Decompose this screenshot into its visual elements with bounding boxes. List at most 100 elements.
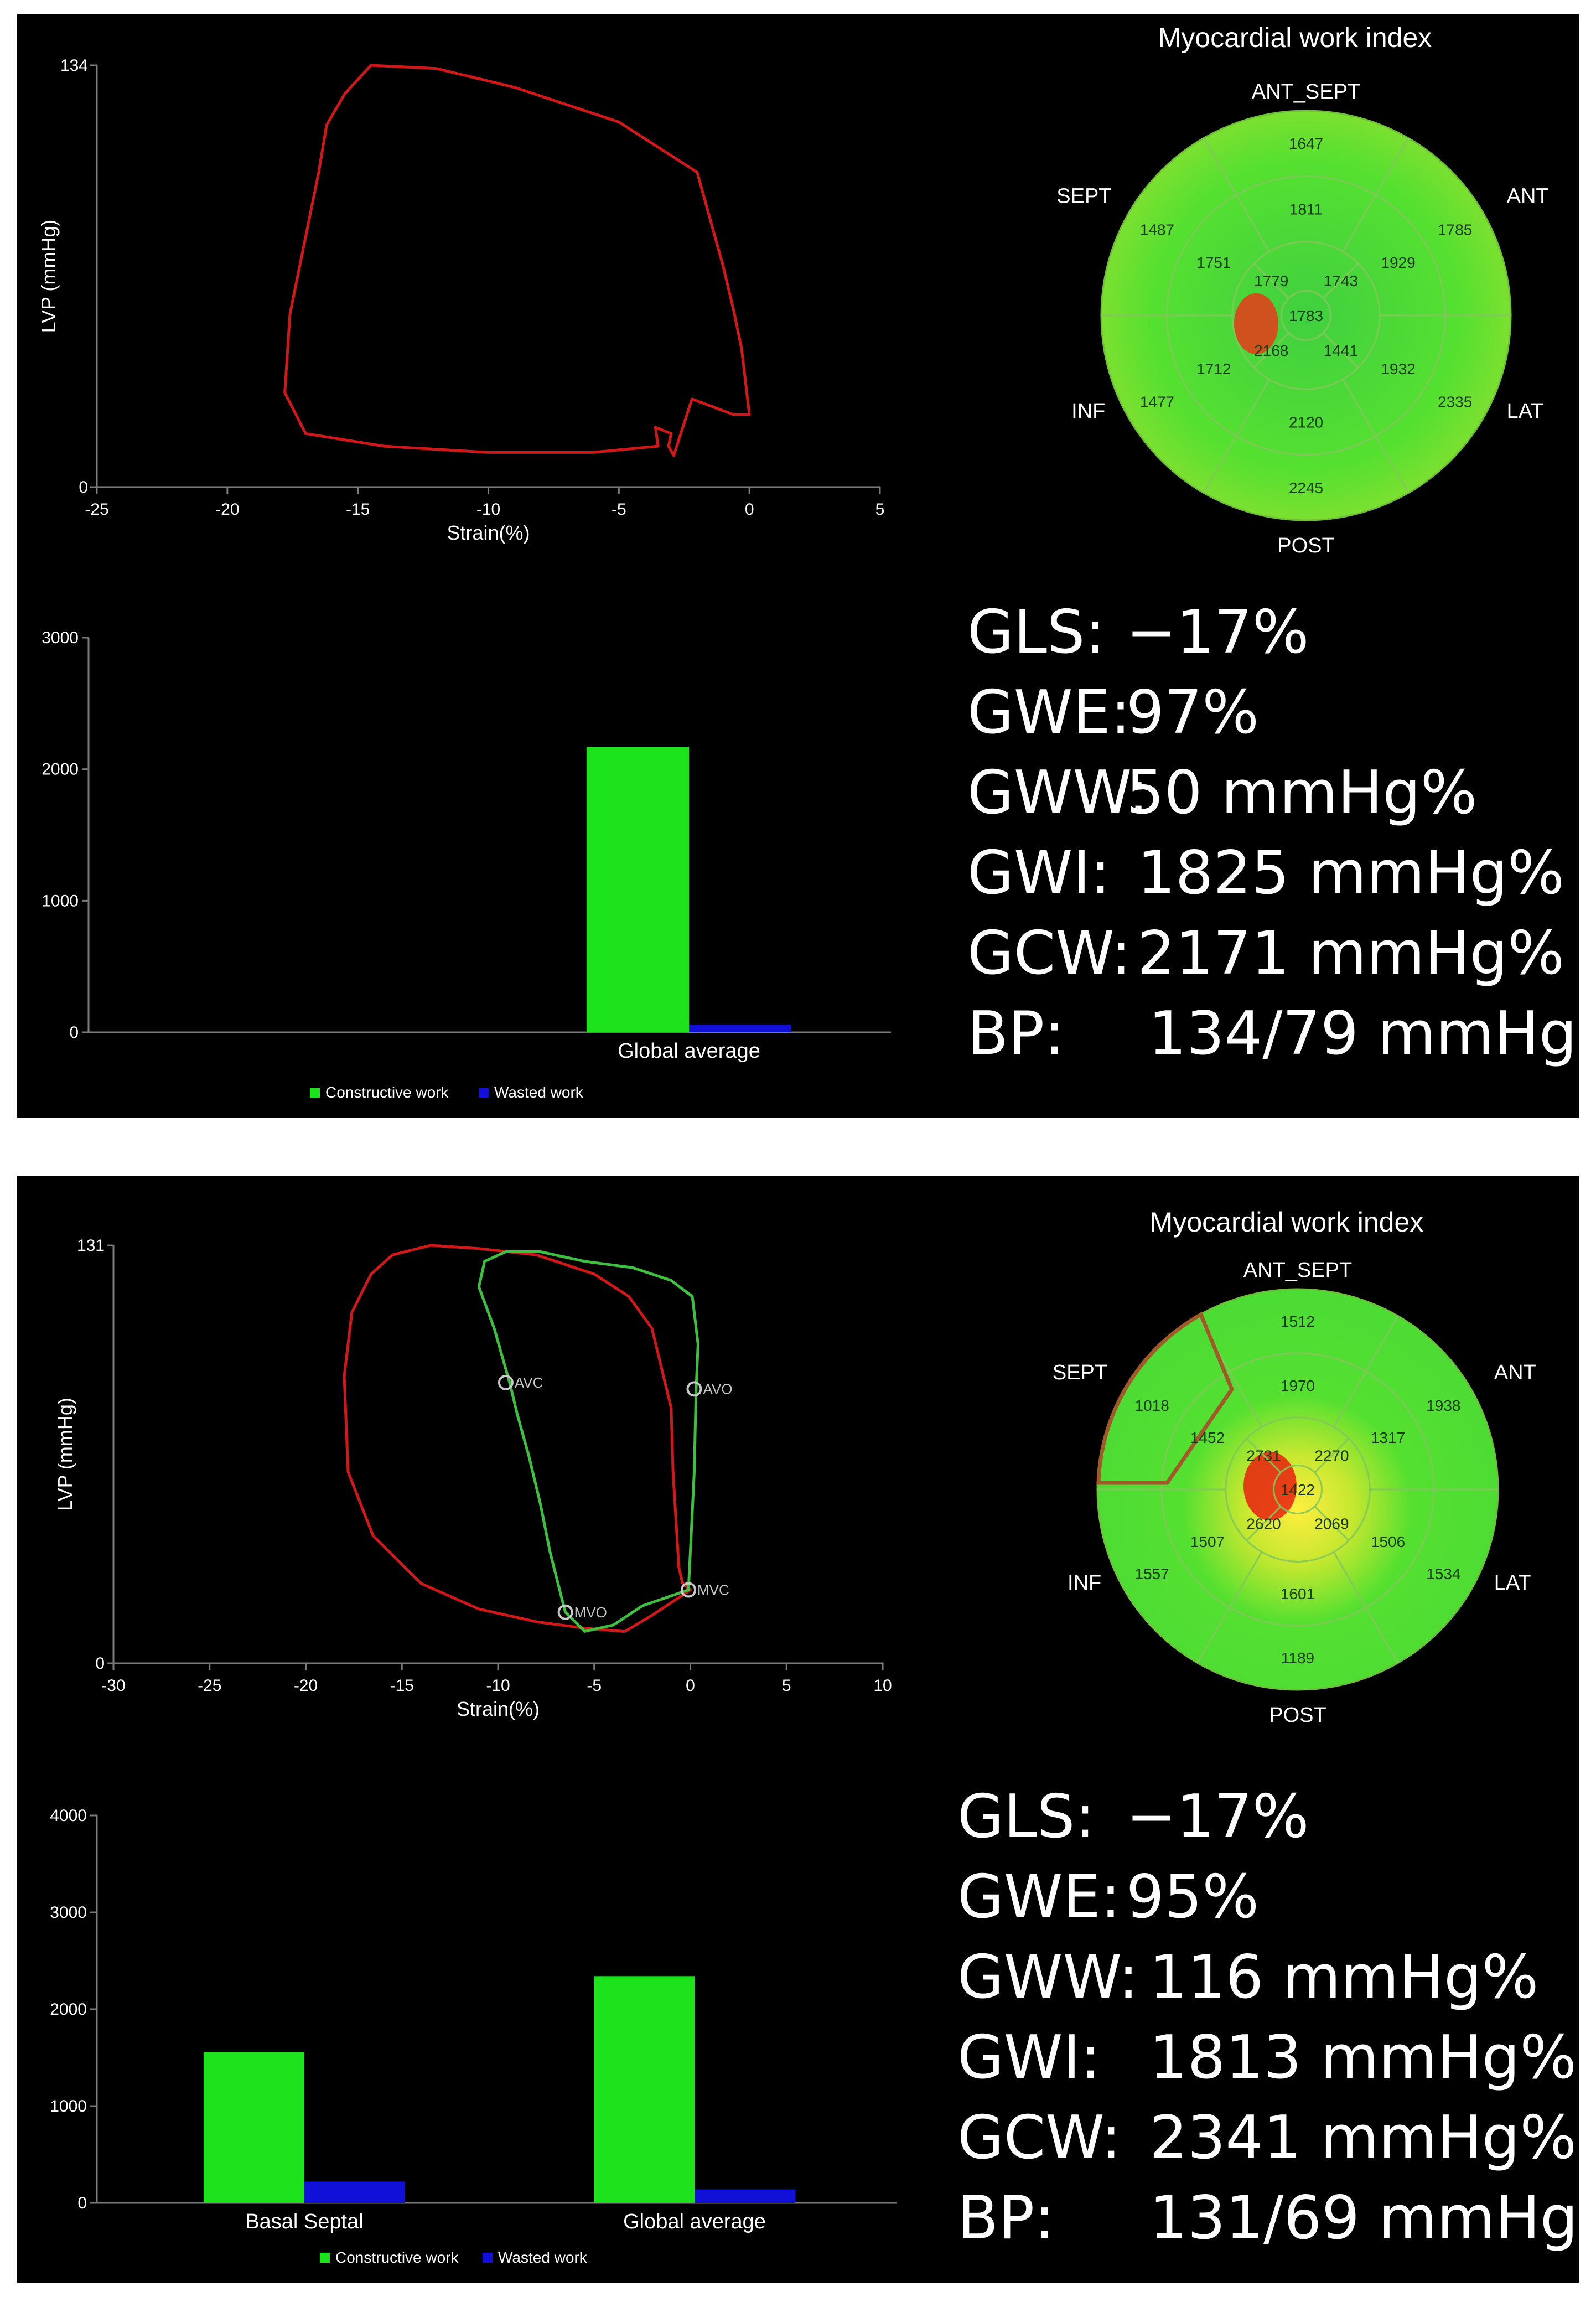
legend-label: Constructive work (335, 2249, 459, 2266)
stat-label: GCW: (967, 919, 1131, 988)
segment-divider (1333, 1315, 1399, 1427)
segment-value: 2245 (1289, 479, 1323, 496)
segment-divider (1203, 379, 1270, 494)
loop-point (509, 1382, 510, 1383)
loop-point (540, 1503, 541, 1504)
apex-value: 1783 (1289, 307, 1323, 324)
legend-label: Constructive work (325, 1084, 449, 1101)
valve-event-marker (681, 1582, 697, 1598)
segment-value: 1506 (1371, 1533, 1405, 1550)
segment-divider (1314, 1506, 1350, 1541)
segment-divider (1323, 332, 1359, 369)
pressure-strain-loop (283, 64, 751, 457)
segment-value: 2069 (1314, 1515, 1349, 1532)
bullseye-label-bottom: POST (1269, 1704, 1326, 1727)
constructive-work-bar (594, 1976, 695, 2203)
segment-divider (1203, 137, 1270, 252)
loop-point (284, 392, 286, 393)
legend-label: Wasted work (494, 1084, 584, 1101)
bullseye-title: Myocardial work index (1150, 1207, 1424, 1238)
constructive-work-bar (204, 2052, 304, 2203)
stat-label: GWE: (967, 678, 1131, 747)
bullseye-label-lower-right: LAT (1507, 400, 1544, 423)
segment-divider (1246, 1437, 1282, 1473)
loop-point (305, 433, 306, 434)
loop-point (421, 1583, 422, 1584)
x-tick-label: -10 (486, 1677, 510, 1695)
x-tick-label: -30 (101, 1677, 125, 1695)
panel-1-graphics: -25 -20 -15 -10 -5 0 5 0 134 Strain(%) LVP (mmHg) 0… (37, 22, 1549, 1101)
y-tick-label: 4000 (50, 1807, 87, 1825)
valve-event-marker (498, 1374, 514, 1390)
loop-point (657, 446, 659, 447)
valve-event-label: AVC (515, 1374, 543, 1391)
bullseye-label-lower-left: INF (1068, 1571, 1101, 1595)
x-tick-label: -10 (476, 500, 500, 519)
bullseye-label-lower-right: LAT (1494, 1571, 1531, 1595)
stat-value: 95% (1126, 1863, 1260, 1932)
loop-point (668, 446, 669, 447)
loop-point (690, 1551, 691, 1552)
segment-ring (1273, 1465, 1323, 1514)
stat-label: GWI: (967, 839, 1111, 908)
stat-value: 131/69 mmHg (1149, 2184, 1578, 2253)
segment-value: 2620 (1246, 1515, 1281, 1532)
segment-divider (1342, 137, 1410, 252)
valve-event-label: AVO (703, 1380, 732, 1397)
segment-value: 1779 (1254, 272, 1288, 289)
segment-value: 1507 (1190, 1533, 1225, 1550)
selected-segment-outline (1096, 1312, 1234, 1485)
segment-value: 1512 (1281, 1313, 1315, 1330)
segment-divider (1246, 1506, 1282, 1541)
x-tick-label: -25 (198, 1677, 221, 1695)
legend-swatch (479, 1088, 489, 1098)
segment-value: 1189 (1281, 1649, 1314, 1667)
x-axis-title: Strain(%) (447, 521, 530, 544)
x-tick-label: -25 (85, 500, 108, 519)
stat-label: GWE: (957, 1863, 1121, 1932)
segment-value: 1751 (1196, 254, 1231, 271)
loop-point (505, 1251, 506, 1253)
stat-value: −17% (1126, 1782, 1309, 1851)
y-tick-label: 3000 (42, 629, 79, 647)
stat-value: 2341 mmHg% (1149, 2103, 1577, 2172)
segment-value: 1932 (1381, 360, 1415, 377)
pressure-strain-loop (343, 1244, 692, 1633)
segment-value: 1970 (1281, 1377, 1315, 1394)
segment-divider (1333, 1551, 1399, 1664)
segment-divider (1253, 332, 1289, 369)
wasted-work-bar (689, 1024, 791, 1032)
legend-swatch (320, 2253, 330, 2263)
legend-label: Wasted work (498, 2249, 588, 2266)
segment-value: 2270 (1314, 1447, 1349, 1465)
stat-value: 1813 mmHg% (1149, 2023, 1577, 2092)
segment-value: 1477 (1140, 393, 1174, 410)
legend-swatch (310, 1088, 320, 1098)
wasted-work-bar (695, 2189, 795, 2203)
loop-point (682, 1583, 683, 1584)
bullseye-label-upper-right: ANT (1507, 185, 1549, 208)
loop-point (372, 1535, 374, 1536)
x-tick-label: -15 (346, 500, 370, 519)
loop-point (723, 266, 724, 267)
y-tick-label: 1000 (42, 892, 79, 910)
stat-value: 116 mmHg% (1149, 1943, 1539, 2012)
segment-divider (1323, 262, 1359, 299)
bullseye-title: Myocardial work index (1158, 22, 1432, 53)
y-tick-label: 134 (60, 56, 88, 75)
x-tick-label: -20 (215, 500, 239, 519)
reference-loop (477, 1250, 699, 1633)
segment-value: 1938 (1426, 1397, 1460, 1414)
category-label: Global average (623, 2210, 766, 2233)
y-tick-label: 3000 (50, 1903, 87, 1922)
segment-value: 2120 (1289, 413, 1323, 431)
stat-value: 134/79 mmHg (1148, 999, 1577, 1068)
segment-value: 1557 (1135, 1565, 1169, 1582)
analysis-panel-1: -25 -20 -15 -10 -5 0 5 0 134 Strain(%) LVP (mmHg) 0… (17, 14, 1579, 1118)
segment-value: 1647 (1289, 135, 1323, 152)
segment-value: 1487 (1140, 221, 1174, 239)
analysis-panel-2: -30 -25 -20 -15 -10 -5 0 5 10 0 131 Strain(%) LVP (m… (17, 1176, 1579, 2283)
valve-event-marker (686, 1381, 702, 1397)
segment-value: 1534 (1426, 1565, 1460, 1582)
high-work-region (1234, 293, 1278, 354)
